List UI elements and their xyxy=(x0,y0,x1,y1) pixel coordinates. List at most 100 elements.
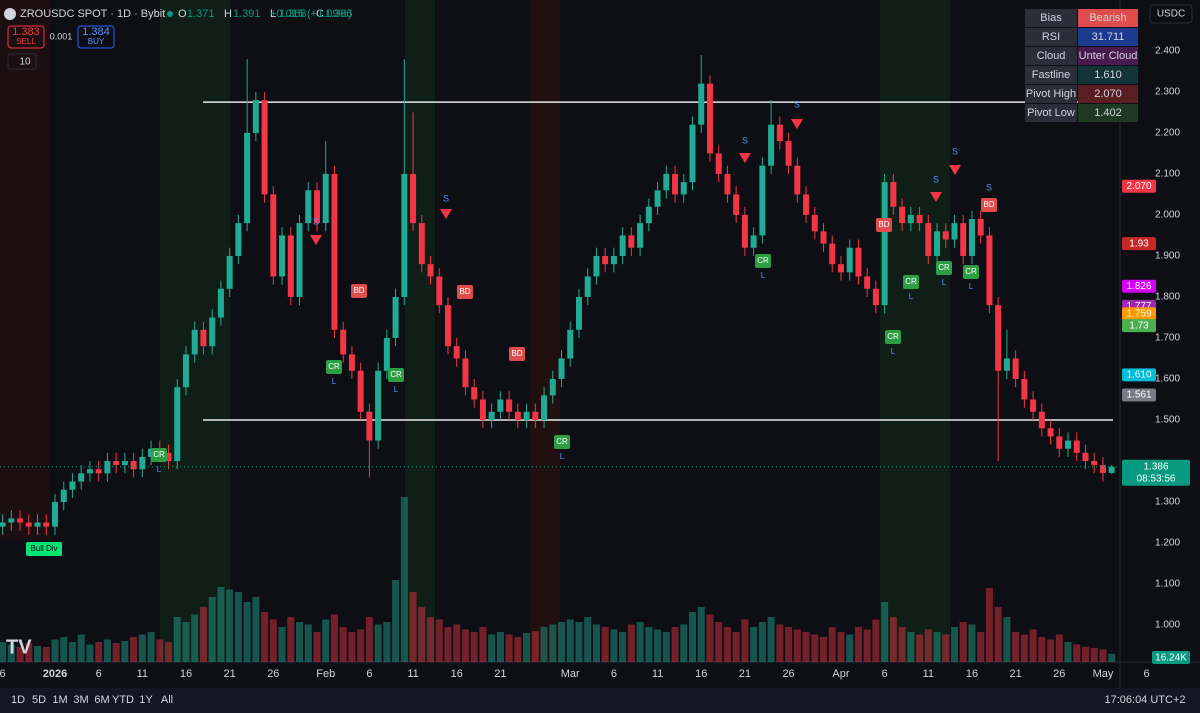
x-tick-label: 2026 xyxy=(43,668,67,680)
candle-body xyxy=(1099,465,1106,473)
buy-price[interactable]: 1.384 xyxy=(82,26,110,38)
x-tick-label: 11 xyxy=(407,668,418,680)
ohlc-key: C xyxy=(316,8,324,20)
sell-arrow xyxy=(310,235,322,245)
volume-bar xyxy=(872,619,880,662)
range-button[interactable]: 1Y xyxy=(139,694,153,706)
y-tick-label: 1.900 xyxy=(1155,251,1180,262)
volume-bar xyxy=(7,644,15,662)
volume-bar xyxy=(994,607,1002,662)
candle-body xyxy=(25,522,32,527)
candle-body xyxy=(471,387,478,400)
volume-bar xyxy=(304,624,312,662)
candle-body xyxy=(340,329,347,355)
candle-body xyxy=(619,235,626,256)
range-button[interactable]: 1D xyxy=(11,694,25,706)
x-tick-label: May xyxy=(1093,668,1114,680)
volume-bar xyxy=(199,607,207,662)
range-button[interactable]: 5D xyxy=(32,694,46,706)
signal-label: CR xyxy=(887,332,899,341)
volume-bar xyxy=(173,617,181,662)
range-button[interactable]: YTD xyxy=(112,694,134,706)
candle-body xyxy=(322,173,329,224)
price-tag xyxy=(1122,368,1156,382)
table-label: RSI xyxy=(1042,31,1060,43)
signal-sub: L xyxy=(157,465,162,474)
volume-bar xyxy=(671,627,679,662)
signal-sub: L xyxy=(761,271,766,280)
currency-button[interactable] xyxy=(1149,4,1193,24)
volume-bar xyxy=(942,634,950,662)
candle-body xyxy=(759,165,766,236)
candle-body xyxy=(69,481,76,490)
table-value: Unter Cloud xyxy=(1079,50,1138,62)
sell-button[interactable] xyxy=(7,25,45,49)
buy-label[interactable]: BUY xyxy=(88,37,105,46)
candle-body xyxy=(270,194,277,277)
volume-bar xyxy=(907,632,915,662)
candle-body xyxy=(182,354,189,388)
range-button[interactable]: All xyxy=(161,694,173,706)
candle-body xyxy=(803,194,810,215)
candle-body xyxy=(628,235,635,248)
x-tick-label: 6 xyxy=(611,668,617,680)
volume-bar xyxy=(881,602,889,662)
volume-bar xyxy=(121,641,129,662)
volume-bar xyxy=(610,629,618,662)
table-label: Cloud xyxy=(1037,50,1066,62)
signal-box xyxy=(876,218,892,232)
candle-body xyxy=(261,100,268,195)
candle-body xyxy=(602,255,609,265)
currency[interactable]: USDC xyxy=(1157,9,1185,20)
volume-bar xyxy=(627,624,635,662)
buy-button[interactable] xyxy=(77,25,115,49)
volume-bar xyxy=(461,629,469,662)
sell-label[interactable]: SELL xyxy=(16,37,36,46)
sell-price[interactable]: 1.383 xyxy=(12,26,40,38)
indicator-count[interactable]: 10 xyxy=(19,57,31,68)
volume-bar xyxy=(898,627,906,662)
volume-bar xyxy=(16,647,24,662)
bull-div: Bull Div xyxy=(30,544,57,553)
x-tick-label: 6 xyxy=(1144,668,1150,680)
volume-bar xyxy=(689,612,697,662)
range-button[interactable]: 3M xyxy=(73,694,88,706)
volume-bar xyxy=(601,627,609,662)
indicator-toggle[interactable] xyxy=(7,53,37,70)
ohlc-value: 1.391 xyxy=(233,8,261,20)
volume-bar xyxy=(278,627,286,662)
range-button[interactable]: 1M xyxy=(52,694,67,706)
candle-body xyxy=(899,206,906,224)
ohlc-key: H xyxy=(224,8,232,20)
volume-bar xyxy=(339,627,347,662)
signal-box xyxy=(885,330,901,344)
volume-bar xyxy=(619,632,627,662)
candle-body xyxy=(846,247,853,273)
y-tick-label: 2.000 xyxy=(1155,210,1180,221)
y-tick-label: 1.000 xyxy=(1155,620,1180,631)
table-cell xyxy=(1078,47,1138,65)
volume-bar xyxy=(1073,644,1081,662)
volume-bar xyxy=(25,643,33,662)
volume-bar xyxy=(1064,642,1072,662)
table-cell xyxy=(1078,66,1138,84)
candle-body xyxy=(741,214,748,248)
signal-box xyxy=(554,435,570,449)
x-tick-label: 16 xyxy=(180,668,192,680)
volume-bar xyxy=(732,632,740,662)
signal-box xyxy=(151,448,167,462)
last-price-tag xyxy=(1122,459,1190,486)
volume-bar xyxy=(741,619,749,662)
candle-body xyxy=(313,190,320,224)
signal-box xyxy=(755,254,771,268)
signal-s: S xyxy=(794,99,800,109)
candle-body xyxy=(637,223,644,248)
signal-label: BD xyxy=(353,286,364,295)
volume-bar xyxy=(680,624,688,662)
volume-tag-label: 16.24K xyxy=(1155,653,1187,664)
candle-body xyxy=(977,219,984,236)
range-button[interactable]: 6M xyxy=(94,694,109,706)
candle-body xyxy=(209,317,216,347)
price-tag xyxy=(1122,279,1156,293)
x-tick-label: 6 xyxy=(96,668,102,680)
